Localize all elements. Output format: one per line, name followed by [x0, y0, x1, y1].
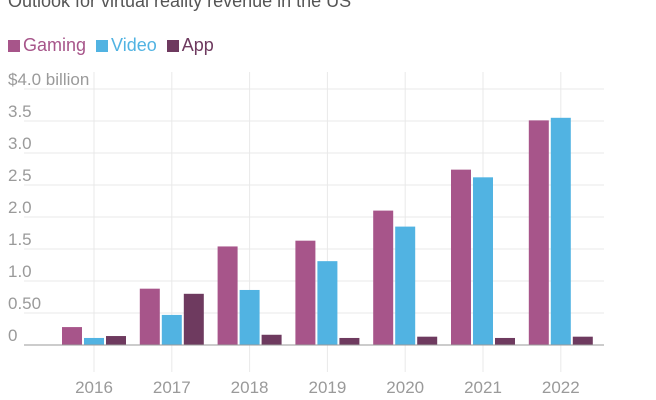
bar-video-2019 — [317, 261, 338, 345]
y-tick-label: 2.5 — [8, 166, 32, 185]
bar-app-2017 — [183, 293, 204, 345]
bar-gaming-2019 — [295, 240, 316, 345]
legend-item-gaming: Gaming — [8, 35, 86, 56]
bar-video-2021 — [473, 177, 493, 345]
bar-app-2020 — [417, 336, 438, 345]
y-tick-label: 2.0 — [8, 198, 32, 217]
bar-gaming-2018 — [217, 246, 238, 345]
x-tick-label: 2019 — [308, 378, 346, 397]
bar-gaming-2016 — [62, 327, 82, 345]
x-tick-label: 2018 — [231, 378, 269, 397]
legend-label-app: App — [181, 35, 214, 55]
legend-item-app: App — [166, 35, 214, 56]
bar-gaming-2022 — [528, 120, 549, 345]
bar-video-2020 — [395, 226, 416, 345]
y-tick-label: $4.0 billion — [8, 70, 89, 89]
legend-swatch-video — [96, 39, 109, 52]
legend-item-video: Video — [96, 35, 157, 56]
bar-app-2016 — [106, 336, 126, 345]
legend-label-gaming: Gaming — [23, 35, 87, 55]
bar-app-2021 — [495, 337, 515, 345]
y-tick-label: 1.5 — [8, 230, 32, 249]
legend-label-video: Video — [111, 35, 157, 55]
bar-app-2018 — [261, 334, 282, 345]
x-tick-label: 2017 — [153, 378, 191, 397]
bar-app-2022 — [572, 336, 593, 345]
legend-swatch-app — [166, 39, 179, 52]
bar-video-2018 — [239, 289, 260, 345]
x-tick-label: 2020 — [386, 378, 424, 397]
bar-video-2016 — [84, 337, 104, 345]
x-tick-label: 2021 — [464, 378, 502, 397]
x-tick-label: 2016 — [75, 378, 113, 397]
bar-gaming-2020 — [373, 210, 394, 345]
bar-video-2017 — [161, 314, 182, 345]
legend-swatch-gaming — [8, 39, 20, 52]
y-tick-label: 3.0 — [8, 134, 32, 153]
y-tick-label: 0.50 — [8, 294, 41, 313]
y-tick-label: 0 — [8, 326, 17, 345]
bar-gaming-2021 — [451, 169, 471, 345]
y-tick-label: 1.0 — [8, 262, 32, 281]
chart-title: Outlook for virtual reality revenue in t… — [8, 0, 352, 11]
bar-gaming-2017 — [139, 288, 160, 345]
bar-app-2019 — [339, 337, 360, 345]
y-tick-label: 3.5 — [8, 102, 32, 121]
x-tick-label: 2022 — [542, 378, 580, 397]
legend: Gaming Video App — [8, 35, 214, 56]
bar-video-2022 — [550, 117, 571, 345]
